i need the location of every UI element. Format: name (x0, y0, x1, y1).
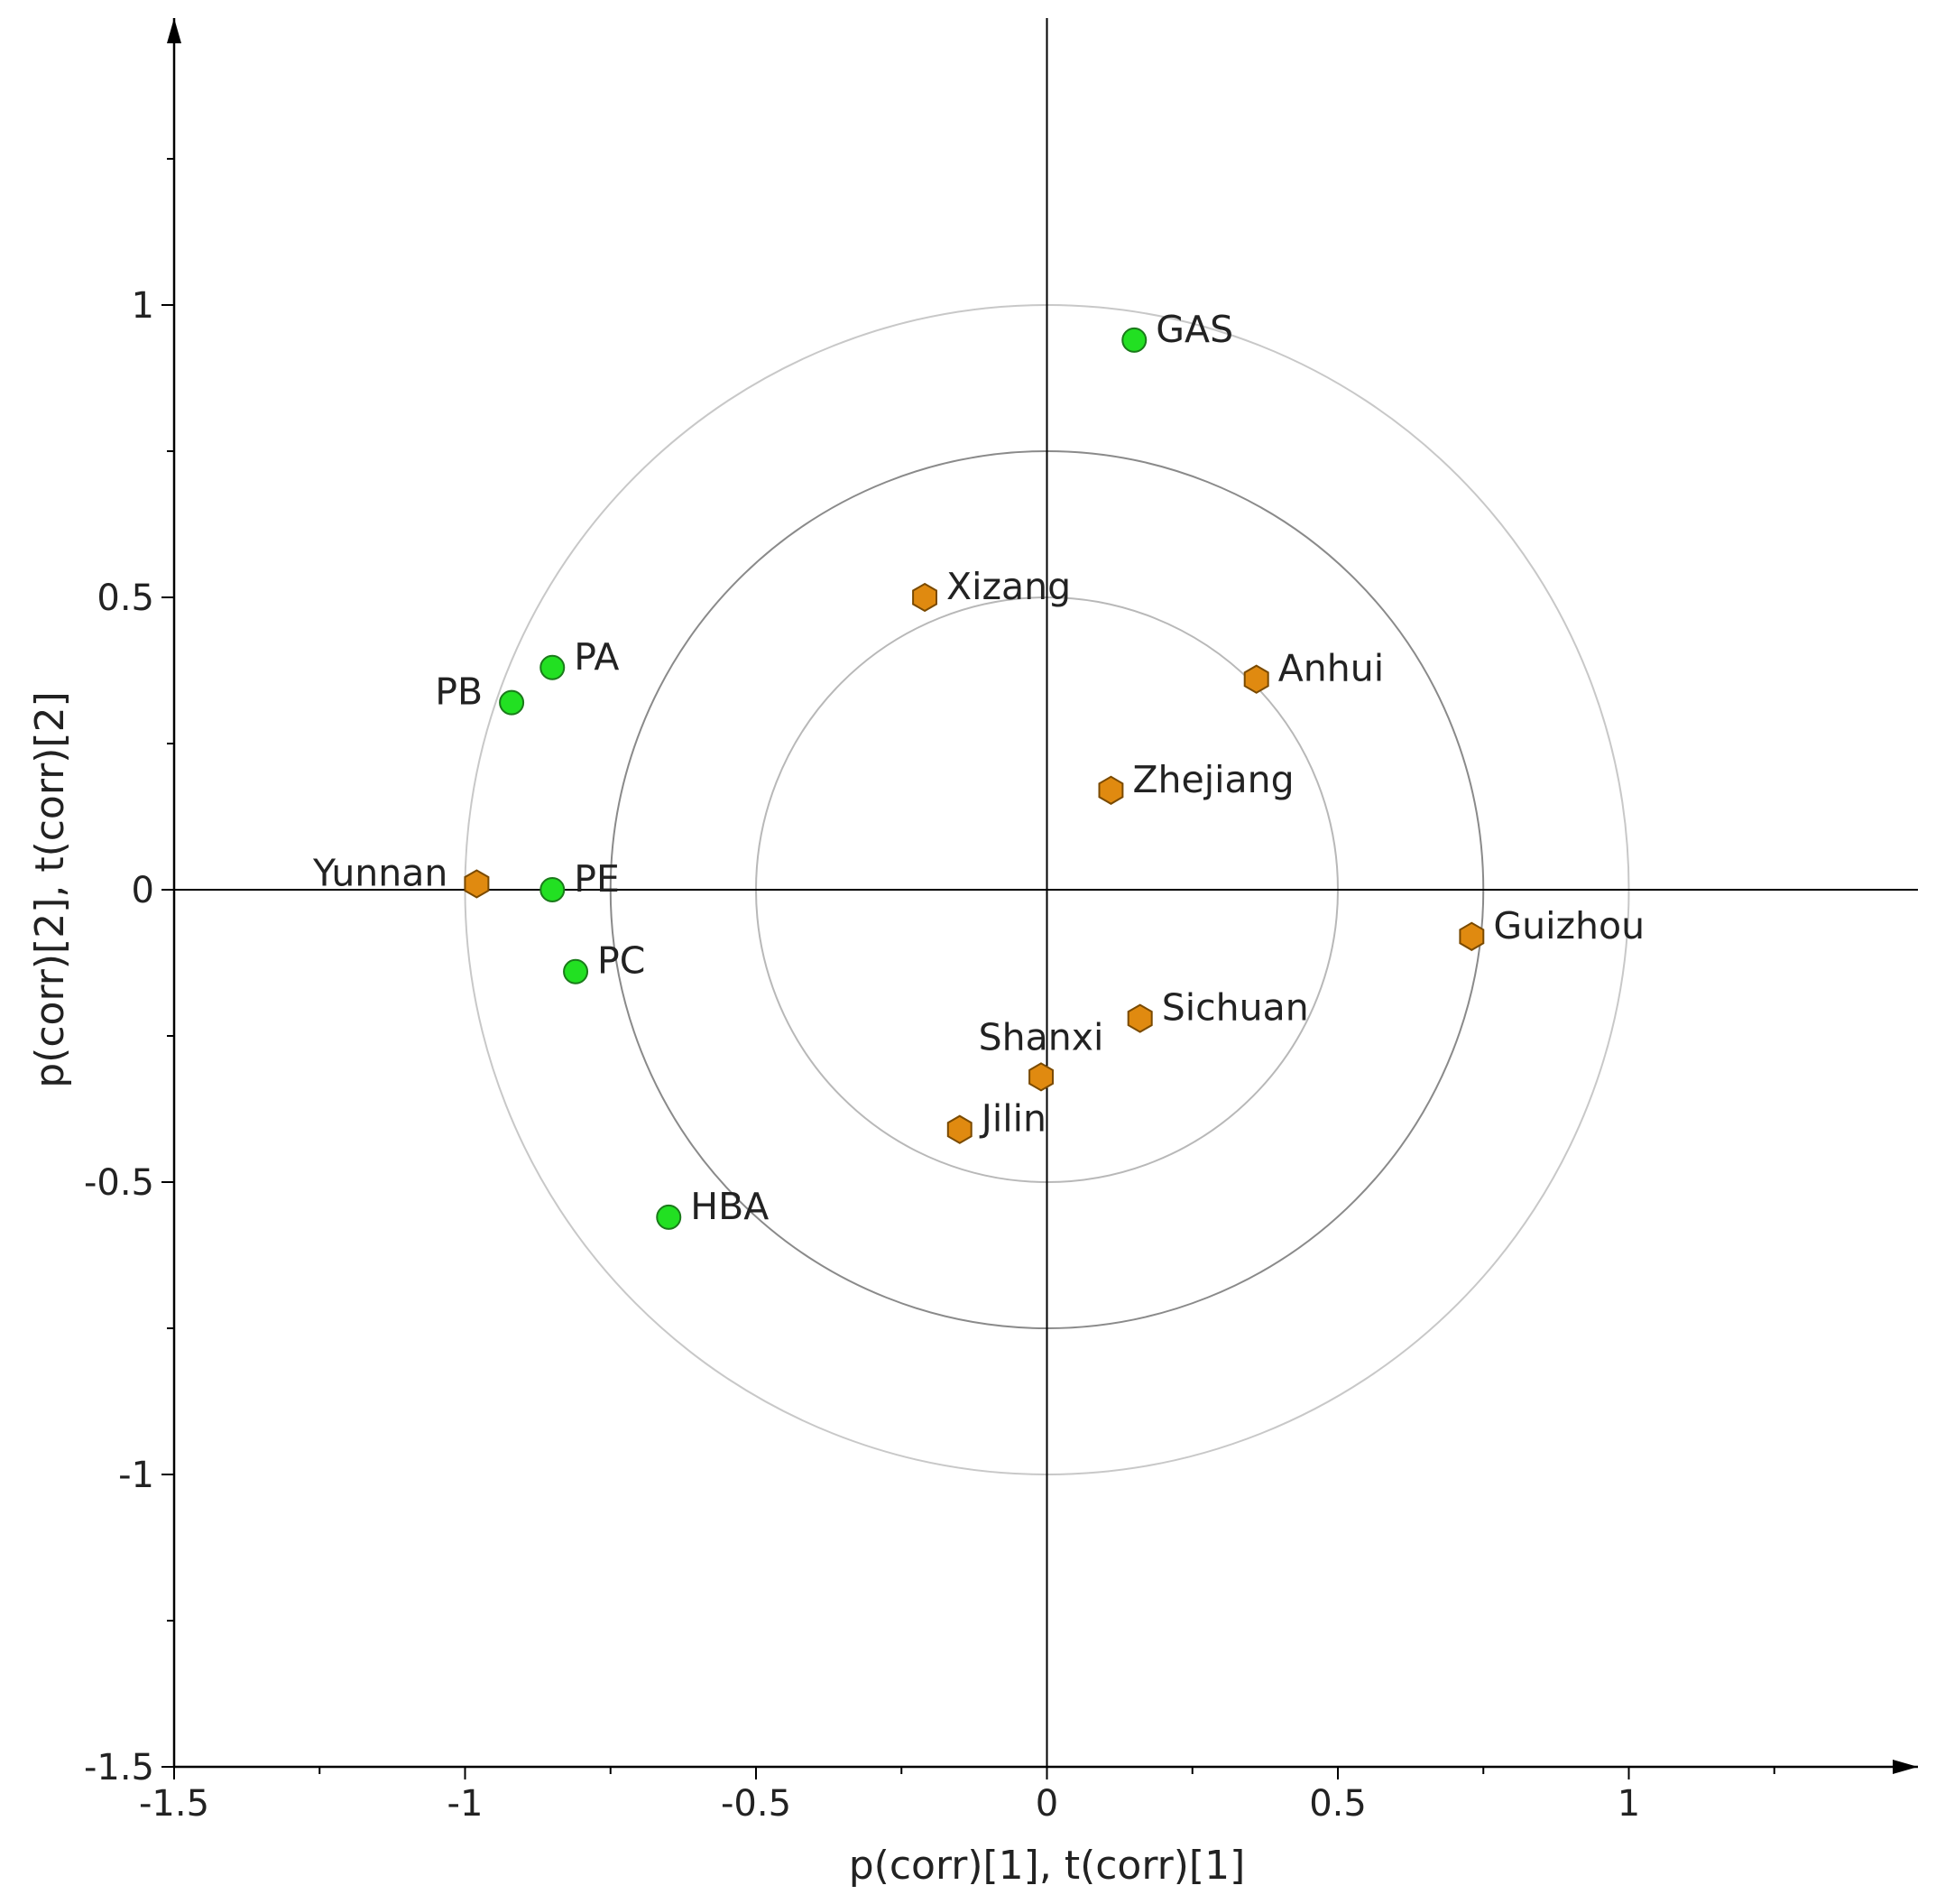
x-tick-label: -1.5 (139, 1783, 209, 1825)
y-tick-label: -1 (118, 1455, 154, 1496)
label-anhui: Anhui (1278, 647, 1384, 690)
point-yunnan (464, 869, 490, 899)
y-tick-label: 0 (132, 870, 154, 911)
point-pa (539, 654, 566, 680)
x-tick-label: 0 (1036, 1783, 1058, 1825)
label-zhejiang: Zhejiang (1132, 758, 1294, 801)
y-axis-title: p(corr)[2], t(corr)[2] (27, 691, 73, 1088)
x-tick-label: 1 (1618, 1783, 1640, 1825)
y-tick-label: -1.5 (84, 1747, 154, 1788)
point-jilin (946, 1114, 973, 1144)
data-points: GAS PA PB PE PC HBA Xizang Anhui Zhejiang Yunnan G… (312, 308, 1645, 1230)
label-shanxi: Shanxi (979, 1015, 1104, 1058)
point-pc (563, 958, 589, 984)
label-xizang: Xizang (946, 565, 1071, 608)
axes (167, 18, 1918, 1774)
ticks: -1.5 -1 -0.5 0 0.5 1 -1.5 -1 -0.5 0 0.5 1 (84, 158, 1775, 1825)
point-pe (539, 877, 566, 902)
point-pb (499, 689, 525, 716)
x-tick-label: 0.5 (1309, 1783, 1367, 1825)
y-tick-label: -0.5 (84, 1162, 154, 1204)
point-shanxi (1028, 1062, 1054, 1092)
y-tick-label: 1 (132, 285, 154, 327)
point-hba (656, 1204, 682, 1230)
point-guizhou (1459, 921, 1485, 951)
x-axis-arrow (1893, 1760, 1918, 1774)
point-gas (1121, 327, 1148, 353)
x-tick-label: -1 (447, 1783, 484, 1825)
label-pe: PE (574, 857, 620, 901)
label-hba: HBA (690, 1185, 769, 1228)
label-sichuan: Sichuan (1162, 986, 1309, 1030)
label-yunnan: Yunnan (312, 852, 447, 895)
label-pa: PA (574, 635, 619, 679)
label-pc: PC (597, 939, 645, 983)
point-anhui (1243, 664, 1269, 694)
point-sichuan (1127, 1003, 1153, 1033)
x-axis-title: p(corr)[1], t(corr)[1] (849, 1843, 1246, 1889)
x-tick-label: -0.5 (721, 1783, 791, 1825)
label-jilin: Jilin (979, 1097, 1046, 1141)
y-tick-label: 0.5 (97, 578, 154, 619)
y-axis-arrow (167, 18, 181, 43)
label-gas: GAS (1156, 308, 1233, 351)
label-guizhou: Guizhou (1493, 904, 1645, 947)
label-pb: PB (435, 670, 483, 714)
point-zhejiang (1098, 775, 1124, 805)
point-xizang (912, 582, 937, 613)
